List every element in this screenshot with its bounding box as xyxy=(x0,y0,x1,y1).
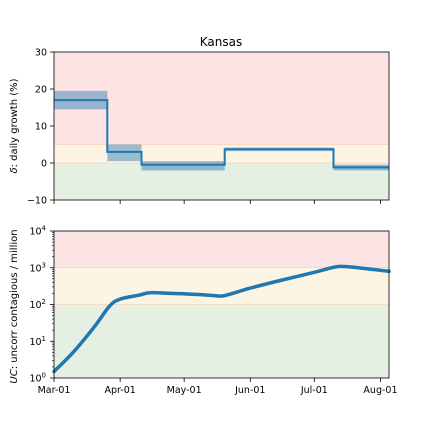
y-tick-label: 20 xyxy=(35,85,47,96)
growth-zones xyxy=(54,52,389,200)
zone-red xyxy=(54,231,389,268)
zone-yellow xyxy=(54,267,389,305)
growth-x-ticks xyxy=(53,200,381,204)
y-tick-label: 102 xyxy=(29,298,46,311)
y-tick-label: 0 xyxy=(41,159,47,170)
y-tick-base: 10 xyxy=(29,337,41,348)
y-tick-label: −10 xyxy=(27,196,47,207)
y-tick-label: 10 xyxy=(35,122,47,133)
growth-y-axis-label-text: : daily growth (%) xyxy=(9,78,20,167)
y-tick-base: 10 xyxy=(29,263,41,274)
y-tick-exponent: 4 xyxy=(42,225,47,233)
zone-green xyxy=(54,163,389,200)
y-tick-exponent: 2 xyxy=(42,298,46,306)
growth-panel: −10 0 10 20 30 δ: daily growth (%) xyxy=(9,48,390,207)
y-tick-base: 10 xyxy=(29,374,41,385)
y-tick-label: 104 xyxy=(29,225,46,238)
y-tick-label: 100 xyxy=(29,372,46,385)
chart-title: Kansas xyxy=(200,35,242,49)
x-tick-label: Apr-01 xyxy=(104,385,135,396)
y-tick-label: 30 xyxy=(35,48,47,59)
zone-green xyxy=(54,304,389,378)
y-tick-base: 10 xyxy=(29,300,41,311)
zone-yellow xyxy=(54,144,389,163)
contagious-zones xyxy=(54,231,389,378)
x-tick-label: May-01 xyxy=(167,385,202,396)
y-tick-label: 101 xyxy=(29,335,46,348)
contagious-y-axis-label-text: : uncorr contagious / million xyxy=(9,229,20,369)
y-tick-exponent: 1 xyxy=(42,335,46,343)
x-tick-label: Mar-01 xyxy=(38,385,71,396)
y-tick-base: 10 xyxy=(29,227,41,238)
growth-y-ticks: −10 0 10 20 30 xyxy=(27,48,54,207)
zone-red xyxy=(54,52,389,145)
x-tick-label: Jul-01 xyxy=(300,385,328,396)
y-tick-exponent: 3 xyxy=(42,261,46,269)
growth-line xyxy=(54,99,389,169)
contagious-y-axis-label: UC: uncorr contagious / million xyxy=(9,229,20,383)
y-tick-label: 103 xyxy=(29,261,46,274)
growth-y-axis-label: δ: daily growth (%) xyxy=(9,78,20,173)
y-tick-exponent: 0 xyxy=(42,372,46,380)
contagious-y-axis-label-symbol: UC xyxy=(9,369,20,383)
contagious-curve xyxy=(52,264,391,374)
growth-y-axis-label-symbol: δ xyxy=(9,167,20,173)
x-tick-label: Aug-01 xyxy=(363,385,397,396)
contagious-x-ticks: Mar-01 Apr-01 May-01 Jun-01 Jul-01 Aug-01 xyxy=(38,378,398,396)
growth-step-line xyxy=(54,99,389,169)
x-tick-label: Jun-01 xyxy=(234,385,265,396)
contagious-line xyxy=(52,264,391,374)
